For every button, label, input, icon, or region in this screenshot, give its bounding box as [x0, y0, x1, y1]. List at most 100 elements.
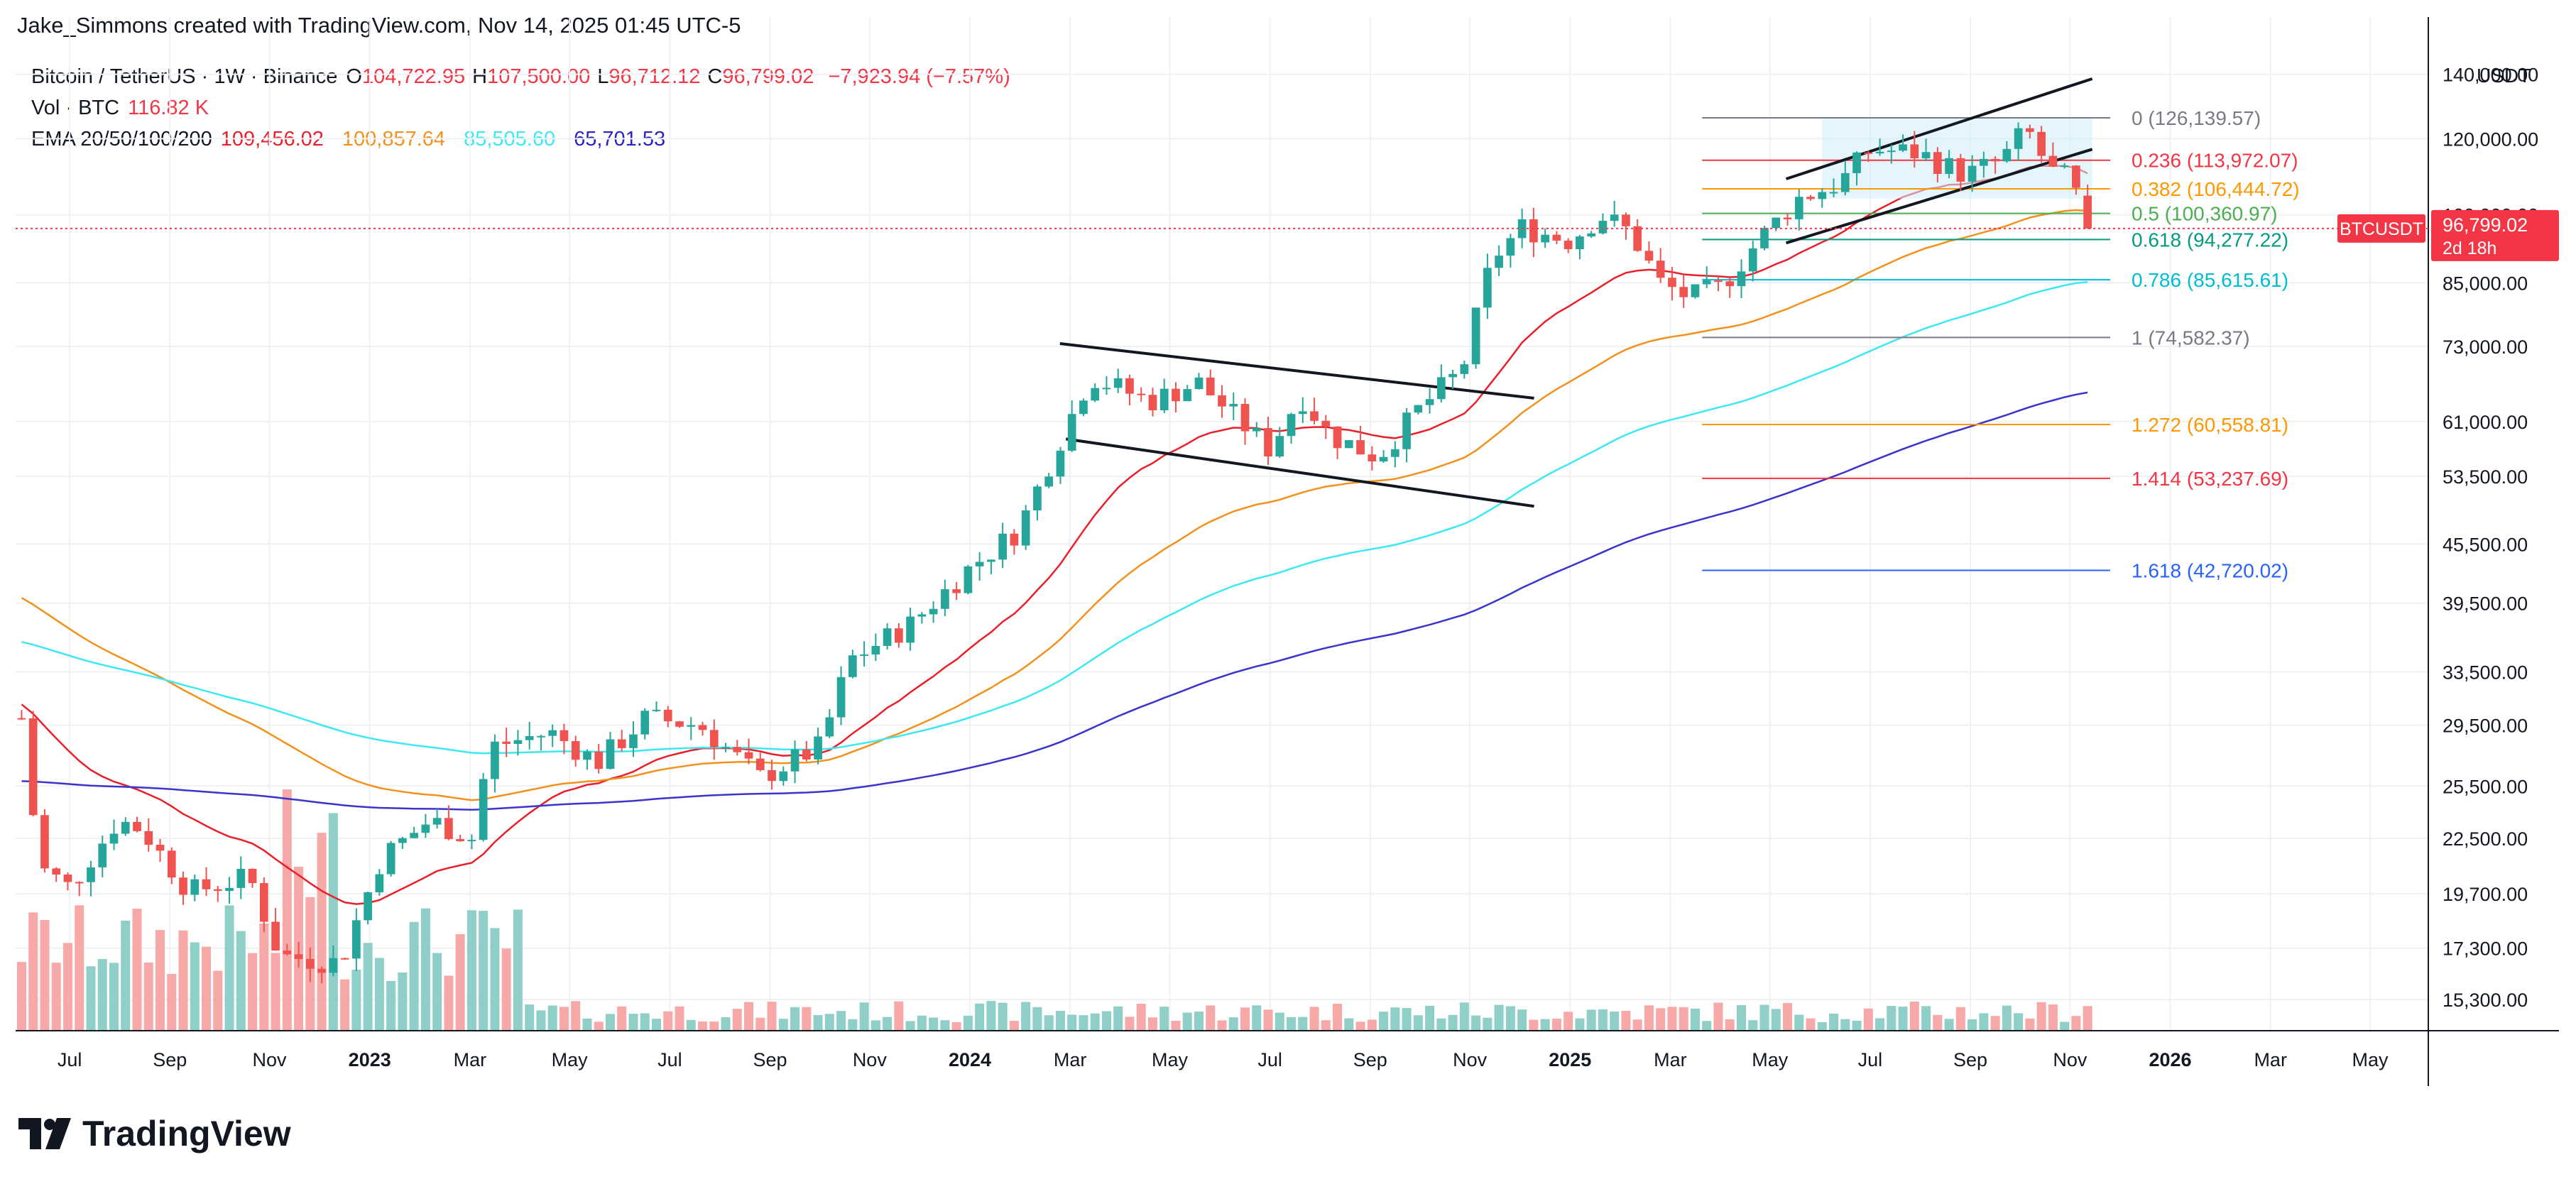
candle-body: [1576, 236, 1584, 250]
candle-body: [952, 589, 961, 593]
volume-bar: [986, 1001, 996, 1031]
candle-body: [779, 771, 788, 782]
candle-body: [640, 711, 650, 735]
candle-body: [1414, 405, 1423, 413]
volume-bar: [824, 1014, 834, 1031]
volume-bar: [525, 1004, 535, 1031]
candle-body: [755, 758, 765, 770]
volume-bar: [259, 923, 269, 1031]
fibonacci-retracement[interactable]: 0 (126,139.57) 0.236 (113,972.07) 0.382 (1…: [1702, 107, 2300, 581]
volume-bar: [1471, 1015, 1481, 1031]
volume-bar: [859, 1002, 869, 1031]
candle-body: [1587, 233, 1596, 237]
volume-bar: [547, 1005, 557, 1031]
candle-body: [698, 725, 707, 730]
volume-bar: [2036, 1002, 2046, 1031]
candle-body: [895, 628, 903, 643]
candle-body: [1725, 281, 1735, 287]
volume-bar: [1228, 1017, 1238, 1031]
volume-bar: [1355, 1021, 1365, 1031]
volume-bar: [1644, 1005, 1654, 1031]
candle-body: [1067, 414, 1076, 451]
candle-body: [1968, 165, 1977, 182]
volume-bar: [236, 931, 246, 1031]
tradingview-logo-icon: [18, 1118, 71, 1149]
candle-body: [744, 752, 753, 759]
volume-bar: [1863, 1008, 1873, 1031]
candle-body: [1321, 420, 1331, 427]
close-value: 96,799.02: [722, 65, 814, 88]
candle-body: [1356, 440, 1365, 455]
candle-body: [987, 559, 995, 562]
volume-bar: [929, 1017, 939, 1031]
chart-area[interactable]: 0 (126,139.57) 0.236 (113,972.07) 0.382 (1…: [0, 0, 2576, 1111]
volume-bar: [444, 975, 454, 1031]
currency-label: USDT: [2477, 65, 2531, 87]
time-tick-label: 2024: [949, 1049, 991, 1070]
ema200-line: [21, 391, 2088, 811]
volume-bar: [721, 1017, 731, 1031]
volume-bar: [732, 1009, 742, 1031]
volume-bar: [1494, 1004, 1504, 1031]
candle-body: [410, 833, 418, 838]
volume-bar: [582, 1018, 592, 1031]
candle-body: [617, 739, 626, 748]
ema50-line: [21, 209, 2088, 801]
candle-body: [190, 879, 200, 895]
volume-bar: [1217, 1020, 1227, 1031]
volume-bar: [328, 813, 338, 1031]
trendlines[interactable]: [1059, 77, 2093, 508]
volume-label[interactable]: Vol · BTC: [31, 97, 120, 119]
volume-bar: [1090, 1013, 1100, 1031]
time-tick-label: Jul: [1858, 1049, 1883, 1070]
time-tick-label: Sep: [753, 1049, 787, 1070]
volume-bar: [1898, 1007, 1908, 1031]
time-tick-label: 2025: [1549, 1049, 1591, 1070]
candle-body: [364, 892, 372, 921]
price-tick-label: 85,000.00: [2443, 273, 2528, 294]
candle-body: [1113, 378, 1123, 388]
volume-bar: [167, 974, 177, 1031]
volume-bar: [1367, 1019, 1377, 1031]
candle-body: [1945, 158, 1953, 175]
volume-bar: [1829, 1013, 1839, 1031]
candle-body: [929, 608, 938, 615]
candle-body: [1471, 307, 1480, 365]
candle-body: [329, 958, 338, 973]
fib-level-label: 0.382 (106,444.72): [2132, 178, 2300, 200]
candle-body: [2072, 165, 2080, 188]
price-tick-label: 17,300.00: [2443, 938, 2528, 960]
candle-body: [283, 950, 292, 955]
symbol-name[interactable]: Bitcoin / TetherUS · 1W · Binance: [31, 65, 338, 88]
volume-bar: [1344, 1018, 1354, 1031]
candle-body: [1079, 400, 1088, 415]
volume-bar: [2025, 1018, 2035, 1031]
candle-body: [1622, 214, 1630, 226]
volume-bar: [282, 789, 292, 1031]
candle-body: [1679, 287, 1688, 297]
candle-body: [1425, 399, 1434, 405]
candle-body: [467, 840, 476, 842]
volume-bar: [709, 1021, 719, 1031]
candle-body: [1344, 440, 1353, 449]
candle-body: [1194, 377, 1204, 390]
volume-bar: [432, 953, 442, 1031]
time-tick-label: Mar: [1654, 1049, 1687, 1070]
candle-body: [871, 645, 880, 654]
price-chart[interactable]: 0 (126,139.57) 0.236 (113,972.07) 0.382 (1…: [0, 0, 2576, 1107]
fib-level-label: 1.272 (60,558.81): [2132, 414, 2288, 436]
volume-bar: [2014, 1013, 2024, 1031]
tradingview-logo[interactable]: TradingView: [18, 1113, 291, 1154]
volume-bar: [190, 942, 200, 1031]
candle-body: [537, 735, 545, 738]
candle-body: [491, 741, 499, 779]
volume-bar: [2071, 1016, 2081, 1031]
volume-bar: [2083, 1006, 2092, 1031]
candle-body: [375, 874, 384, 893]
time-tick-label: Nov: [253, 1049, 288, 1070]
candle-body: [525, 735, 534, 740]
volume-bar: [155, 930, 165, 1031]
candle-body: [225, 887, 234, 892]
candle-body: [1529, 219, 1538, 243]
candle-body: [1033, 486, 1042, 510]
